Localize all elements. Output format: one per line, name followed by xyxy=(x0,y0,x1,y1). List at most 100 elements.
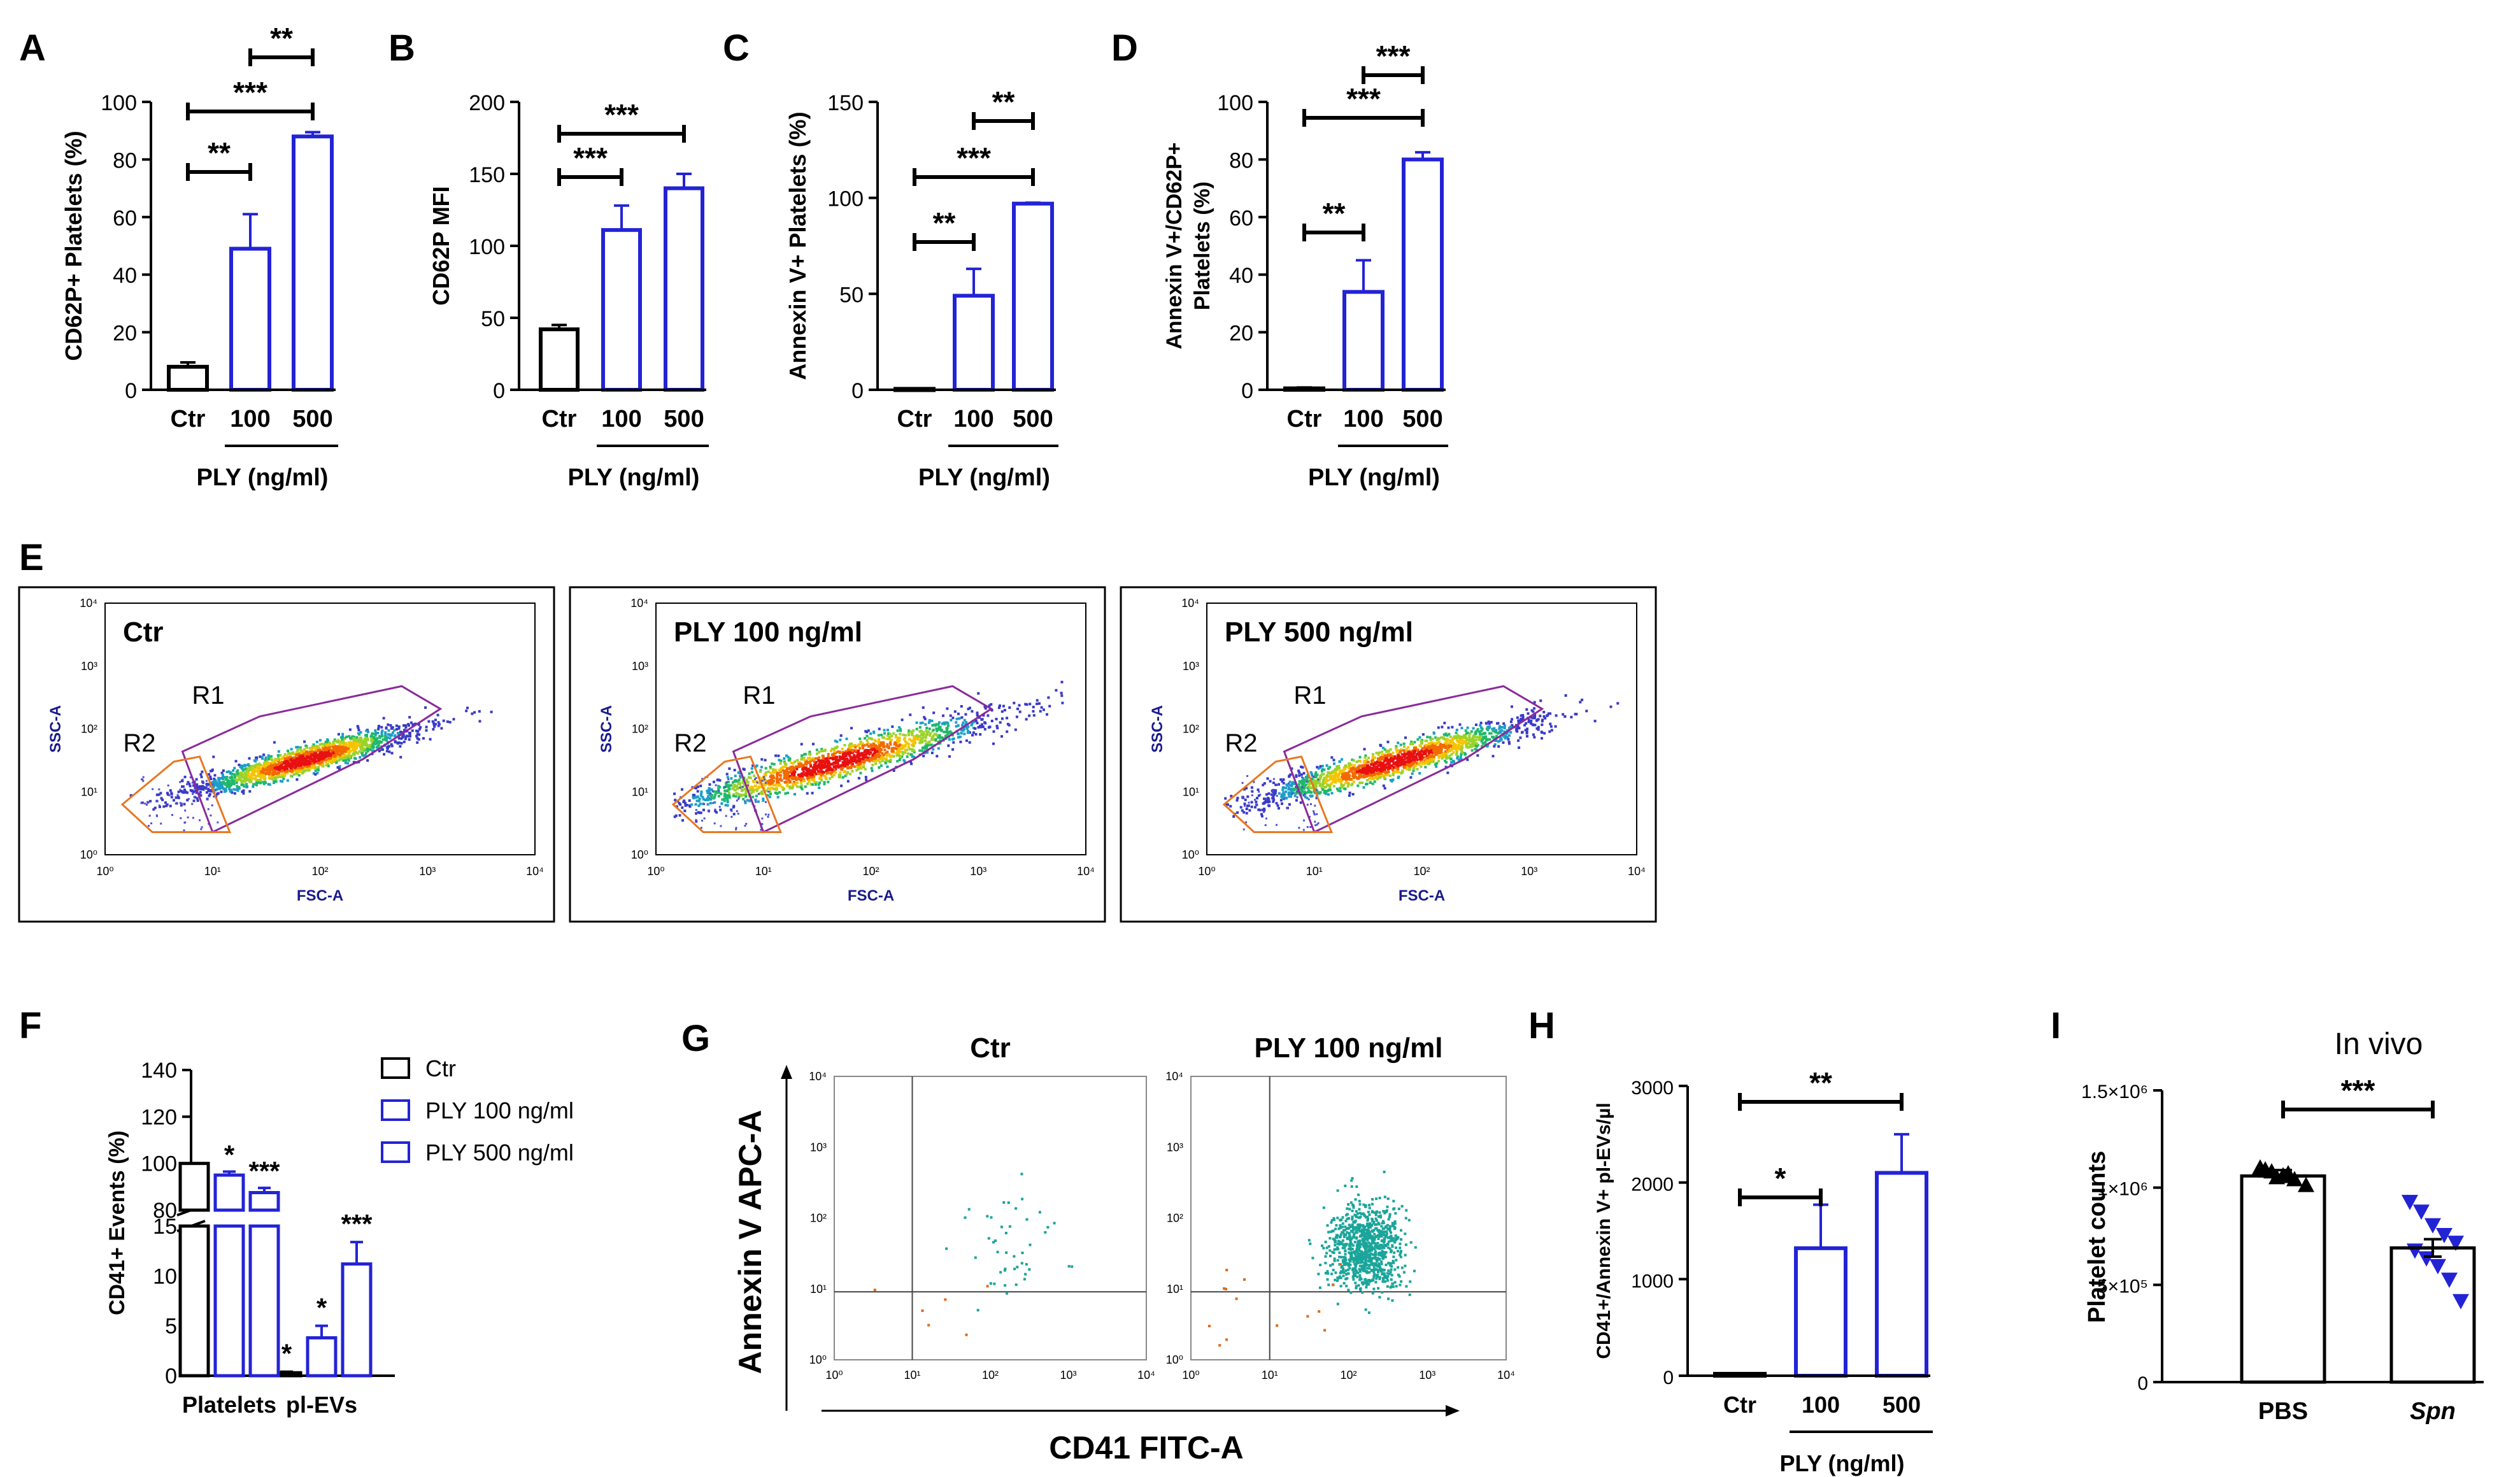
event-dot xyxy=(1525,732,1528,735)
event-dot xyxy=(887,738,890,741)
event-dot xyxy=(285,754,288,757)
event-dot xyxy=(737,778,741,781)
dot-plot-frame xyxy=(569,586,1106,923)
x-tick-label: Ctr xyxy=(171,406,206,432)
event-dot xyxy=(1445,755,1448,758)
event-dot xyxy=(990,709,993,712)
event-dot xyxy=(1323,768,1326,771)
event-dot xyxy=(295,757,298,760)
event-dot xyxy=(376,745,380,748)
event-dot xyxy=(1476,742,1479,745)
event-dot xyxy=(843,744,846,746)
event-dot xyxy=(827,780,830,783)
event-dot xyxy=(1539,699,1542,703)
event-dot xyxy=(346,757,350,760)
event-dot xyxy=(350,736,353,739)
event-dot xyxy=(774,768,777,771)
event-dot xyxy=(1043,708,1045,711)
event-dot xyxy=(1377,764,1381,767)
event-dot xyxy=(361,751,364,754)
event-dot xyxy=(899,727,902,731)
event-dot xyxy=(186,799,189,802)
event-dot xyxy=(318,746,321,749)
event-dot xyxy=(867,759,870,762)
event-dot xyxy=(305,755,308,759)
event-dot xyxy=(1282,794,1285,797)
event-dot xyxy=(856,753,859,757)
event-dot xyxy=(1321,788,1324,791)
event-dot xyxy=(264,781,267,784)
event-dot xyxy=(1395,757,1398,760)
event-dot xyxy=(725,773,729,776)
event-dot xyxy=(694,803,697,806)
event-dot xyxy=(744,800,746,803)
event-dot xyxy=(1534,716,1536,719)
event-dot xyxy=(374,743,377,746)
y-tick-label: 200 xyxy=(469,91,505,115)
event-dot xyxy=(1281,793,1284,796)
event-dot xyxy=(273,780,276,783)
event-dot xyxy=(1451,746,1453,750)
event-dot xyxy=(785,777,788,780)
event-dot xyxy=(1544,717,1547,720)
event-dot xyxy=(754,778,756,780)
event-dot xyxy=(301,766,304,769)
event-dot xyxy=(250,773,253,776)
event-dot xyxy=(203,786,206,789)
event-dot xyxy=(1317,767,1320,770)
event-dot xyxy=(229,776,232,779)
event-dot xyxy=(246,767,249,771)
event-dot xyxy=(769,766,772,769)
event-dot xyxy=(724,794,727,797)
event-dot xyxy=(233,776,236,779)
event-dot xyxy=(264,756,267,759)
event-dot xyxy=(733,769,736,772)
event-dot xyxy=(890,734,893,738)
event-dot xyxy=(274,776,278,779)
event-dot xyxy=(258,766,261,769)
event-dot xyxy=(1371,782,1374,785)
event-dot xyxy=(925,751,929,754)
event-dot xyxy=(803,773,806,776)
event-dot xyxy=(156,800,159,803)
event-dot xyxy=(696,795,699,798)
event-dot xyxy=(919,739,922,743)
sig-label: *** xyxy=(233,76,267,109)
event-dot xyxy=(770,774,773,777)
event-dot xyxy=(899,732,902,736)
event-dot xyxy=(772,776,776,780)
event-dot xyxy=(799,775,802,778)
event-dot xyxy=(1483,732,1486,734)
event-dot xyxy=(925,742,927,745)
event-dot xyxy=(918,749,922,752)
event-dot xyxy=(792,769,795,772)
event-dot xyxy=(1336,776,1339,779)
event-dot xyxy=(713,801,716,804)
event-dot xyxy=(366,733,368,736)
event-dot xyxy=(1447,726,1450,729)
x-tick-label: 10⁰ xyxy=(1198,865,1215,878)
event-dot xyxy=(169,789,172,792)
y-tick-label: 10⁰ xyxy=(631,848,648,861)
event-dot xyxy=(974,727,977,730)
event-dot xyxy=(831,768,834,771)
event-dot xyxy=(1487,720,1490,724)
event-dot xyxy=(432,728,435,731)
event-dot xyxy=(805,773,808,776)
event-dot xyxy=(404,726,408,729)
event-dot xyxy=(361,753,364,757)
event-dot xyxy=(342,740,345,743)
event-dot xyxy=(300,751,303,754)
event-dot xyxy=(832,762,835,765)
event-dot xyxy=(465,710,468,713)
event-dot xyxy=(1278,807,1280,810)
event-dot xyxy=(1421,741,1423,745)
event-dot xyxy=(735,828,737,831)
event-dot xyxy=(348,755,352,759)
x-tick-label: 10² xyxy=(862,865,879,878)
event-dot xyxy=(290,752,294,755)
event-dot xyxy=(936,728,939,731)
event-dot xyxy=(1375,766,1378,769)
event-dot xyxy=(266,767,269,770)
event-dot xyxy=(250,780,253,783)
